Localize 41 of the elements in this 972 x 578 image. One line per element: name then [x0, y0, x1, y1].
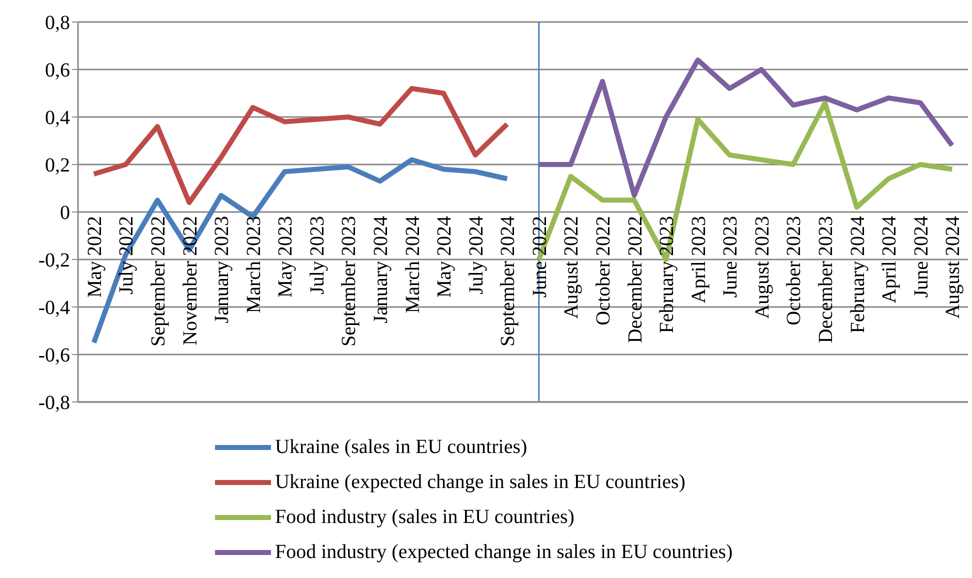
x-tick-label: April 2024: [878, 216, 901, 304]
y-tick-label: -0,2: [38, 250, 70, 272]
x-tick-label: May 2024: [434, 216, 456, 298]
x-tick-label: December 2022: [624, 216, 646, 344]
x-tick-label: May 2022: [84, 216, 106, 298]
x-tick-label: September 2024: [497, 216, 520, 347]
x-tick-label: May 2023: [274, 216, 297, 298]
x-tick-label: June 2022: [528, 216, 551, 298]
y-tick-label: 0: [60, 202, 70, 224]
x-tick-label: April 2023: [688, 216, 710, 304]
legend-label: Food industry (sales in EU countries): [275, 506, 574, 529]
y-tick-label: 0,8: [45, 12, 70, 34]
x-tick-label: September 2023: [338, 216, 360, 347]
x-tick-label: March 2024: [402, 216, 424, 314]
x-tick-label: January 2024: [370, 216, 392, 324]
x-tick-label: February 2024: [846, 216, 869, 334]
x-tick-label: August 2023: [751, 216, 774, 319]
x-tick-label: August 2024: [942, 216, 964, 319]
x-tick-label: August 2022: [560, 216, 583, 319]
x-tick-label: July 2024: [465, 216, 488, 294]
y-tick-label: 0,2: [45, 154, 70, 177]
x-tick-label: February 2023: [656, 216, 678, 334]
x-tick-label: October 2023: [783, 216, 806, 326]
legend-label: Ukraine (sales in EU countries): [275, 436, 528, 459]
x-tick-label: June 2023: [720, 216, 742, 298]
x-tick-label: January 2023: [211, 216, 234, 324]
y-tick-label: 0,6: [45, 60, 70, 82]
x-tick-label: November 2022: [179, 216, 202, 346]
x-tick-label: September 2022: [147, 216, 170, 347]
legend-label: Ukraine (expected change in sales in EU countries): [275, 471, 686, 494]
y-tick-label: -0,4: [38, 297, 70, 320]
y-tick-label: -0,8: [38, 392, 70, 414]
x-tick-label: July 2022: [116, 216, 138, 294]
x-tick-label: December 2023: [814, 216, 837, 344]
y-tick-label: -0,6: [38, 344, 70, 367]
y-tick-label: 0,4: [45, 107, 70, 130]
x-tick-label: March 2023: [242, 216, 265, 314]
legend-label: Food industry (expected change in sales in EU countries): [275, 541, 733, 564]
x-tick-label: October 2022: [592, 216, 614, 326]
x-tick-label: July 2023: [306, 216, 328, 294]
x-tick-label: June 2024: [910, 216, 932, 298]
